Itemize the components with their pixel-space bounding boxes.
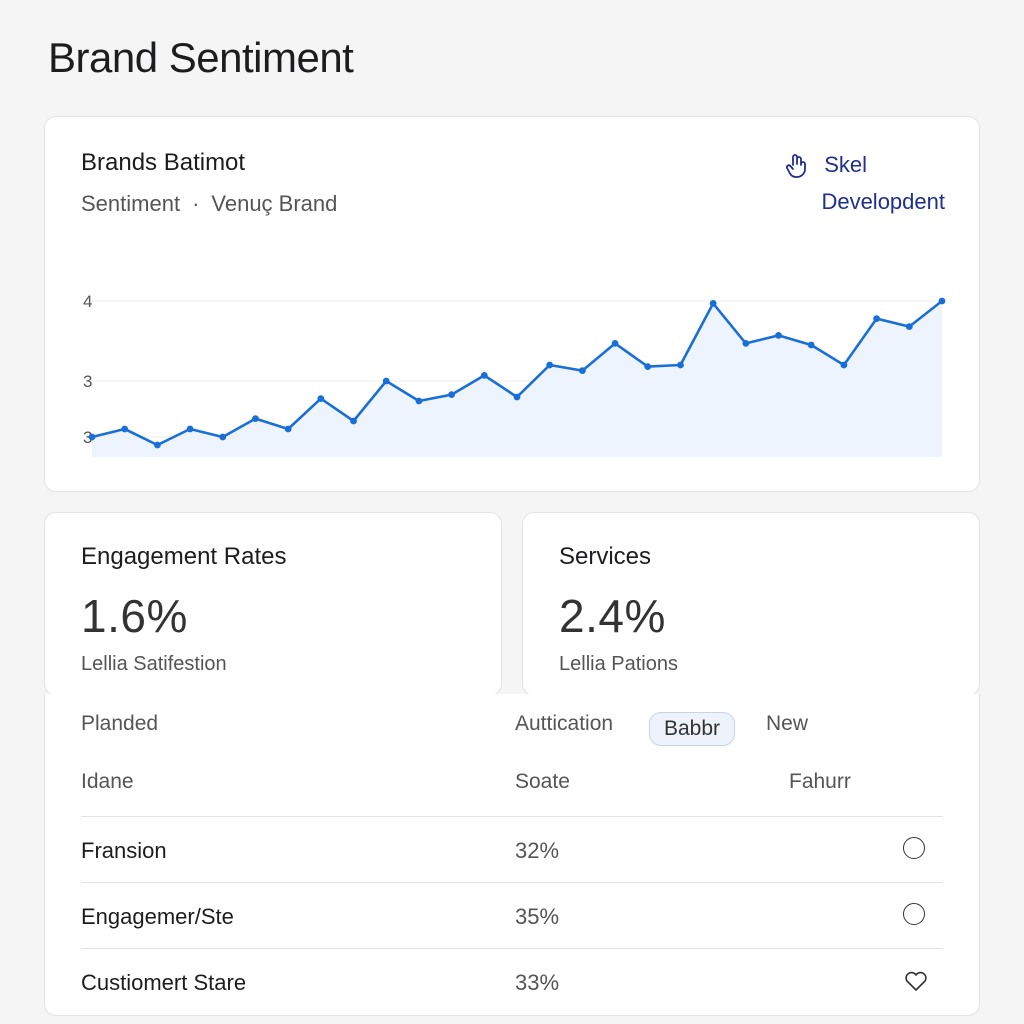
development-link[interactable]: Developdent [821, 189, 945, 214]
data-point [121, 425, 129, 433]
data-point [350, 417, 357, 425]
toolbar-label: Planded [81, 712, 159, 735]
y-tick-label: 4 [83, 292, 92, 311]
data-point [644, 363, 652, 370]
circle-icon[interactable] [903, 903, 927, 927]
chart-subtitle: Sentiment · Venuç Brand [81, 191, 337, 217]
data-point [448, 391, 456, 398]
data-point [840, 361, 848, 369]
data-point [186, 425, 194, 433]
table-row[interactable]: Custiomert Stare 33% [81, 948, 943, 1015]
new-button[interactable]: New [766, 712, 809, 735]
circle-icon[interactable] [903, 837, 927, 861]
sentiment-chart: 4 3 3 [83, 292, 946, 457]
data-point [742, 340, 750, 347]
stat-title: Engagement Rates [81, 543, 287, 570]
chart-card: 4 3 3 Brands Batimot Sentiment · Venuç Brand… [44, 116, 980, 492]
data-point [415, 397, 423, 405]
row-name: Fransion [81, 838, 167, 863]
row-value: 35% [515, 904, 560, 929]
data-point [873, 315, 881, 322]
row-name: Engagemer/Ste [81, 904, 234, 929]
column-header[interactable]: Idane [81, 770, 134, 793]
stat-value: 1.6% [81, 590, 188, 642]
data-point [775, 332, 782, 339]
data-point [317, 395, 325, 402]
engagement-rates-card: Engagement Rates 1.6% Lellia Satifestion [44, 512, 502, 696]
area-fill [92, 301, 942, 457]
skel-link[interactable]: Skel [784, 151, 867, 179]
data-point [219, 433, 227, 441]
services-card: Services 2.4% Lellia Pations [522, 512, 980, 696]
chart-title: Brands Batimot [81, 149, 246, 176]
data-point [546, 361, 554, 369]
stat-caption: Lellia Satifestion [81, 653, 227, 675]
data-point [578, 367, 586, 374]
data-point [88, 433, 96, 441]
data-point [709, 300, 717, 307]
stat-title: Services [559, 543, 652, 570]
data-point [938, 297, 946, 305]
filter-label[interactable]: Auttication [515, 712, 614, 735]
table-header: Idane Soate Fahurr [81, 770, 943, 804]
stat-caption: Lellia Pations [559, 653, 678, 675]
data-point [807, 341, 815, 349]
row-value: 33% [515, 970, 560, 995]
y-tick-label: 3 [83, 428, 92, 447]
skel-link-label: Skel [824, 152, 867, 177]
data-point [153, 441, 161, 449]
data-point [513, 393, 521, 401]
heart-icon[interactable] [903, 969, 927, 993]
row-name: Custiomert Stare [81, 970, 247, 995]
row-value: 32% [515, 838, 560, 863]
table-toolbar: Planded Auttication Babbr New [81, 712, 943, 746]
data-point [611, 340, 619, 347]
stat-value: 2.4% [559, 590, 666, 642]
column-header[interactable]: Fahurr [789, 770, 851, 793]
data-point [252, 415, 259, 422]
table-row[interactable]: Fransion 32% [81, 816, 943, 883]
table-row[interactable]: Engagemer/Ste 35% [81, 882, 943, 949]
data-point [905, 323, 913, 330]
y-tick-label: 3 [83, 372, 92, 391]
data-point [284, 425, 292, 433]
subtitle-metric: Sentiment [81, 191, 181, 216]
subtitle-brand: Venuç Brand [211, 191, 338, 216]
data-point [382, 377, 390, 385]
subtitle-separator: · [192, 191, 200, 216]
filter-pill[interactable]: Babbr [649, 712, 736, 746]
data-point [677, 361, 684, 369]
hand-pointer-icon [786, 154, 807, 178]
page-title: Brand Sentiment [48, 34, 354, 81]
data-table-card: Planded Auttication Babbr New Idane Soat… [44, 694, 980, 1016]
data-point [480, 372, 488, 379]
column-header[interactable]: Soate [515, 770, 570, 793]
